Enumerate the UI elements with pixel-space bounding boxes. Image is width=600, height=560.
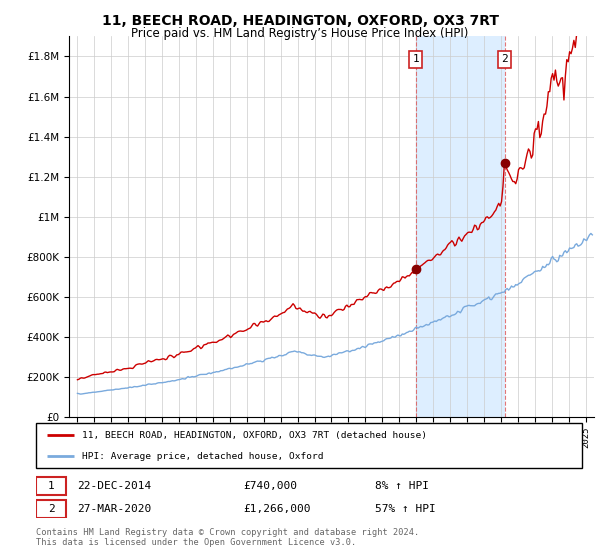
- Text: 22-DEC-2014: 22-DEC-2014: [77, 480, 151, 491]
- Text: Contains HM Land Registry data © Crown copyright and database right 2024.
This d: Contains HM Land Registry data © Crown c…: [36, 528, 419, 547]
- FancyBboxPatch shape: [36, 477, 66, 494]
- Text: 2: 2: [502, 54, 508, 64]
- Text: 11, BEECH ROAD, HEADINGTON, OXFORD, OX3 7RT: 11, BEECH ROAD, HEADINGTON, OXFORD, OX3 …: [101, 14, 499, 28]
- Text: HPI: Average price, detached house, Oxford: HPI: Average price, detached house, Oxfo…: [82, 452, 324, 461]
- Text: 8% ↑ HPI: 8% ↑ HPI: [374, 480, 428, 491]
- Text: 57% ↑ HPI: 57% ↑ HPI: [374, 505, 435, 515]
- Text: 1: 1: [47, 480, 55, 491]
- Text: 27-MAR-2020: 27-MAR-2020: [77, 505, 151, 515]
- Text: Price paid vs. HM Land Registry’s House Price Index (HPI): Price paid vs. HM Land Registry’s House …: [131, 27, 469, 40]
- FancyBboxPatch shape: [36, 501, 66, 519]
- Text: 11, BEECH ROAD, HEADINGTON, OXFORD, OX3 7RT (detached house): 11, BEECH ROAD, HEADINGTON, OXFORD, OX3 …: [82, 431, 427, 440]
- Text: 2: 2: [47, 505, 55, 515]
- Text: £740,000: £740,000: [244, 480, 298, 491]
- Text: £1,266,000: £1,266,000: [244, 505, 311, 515]
- FancyBboxPatch shape: [36, 423, 582, 468]
- Text: 1: 1: [412, 54, 419, 64]
